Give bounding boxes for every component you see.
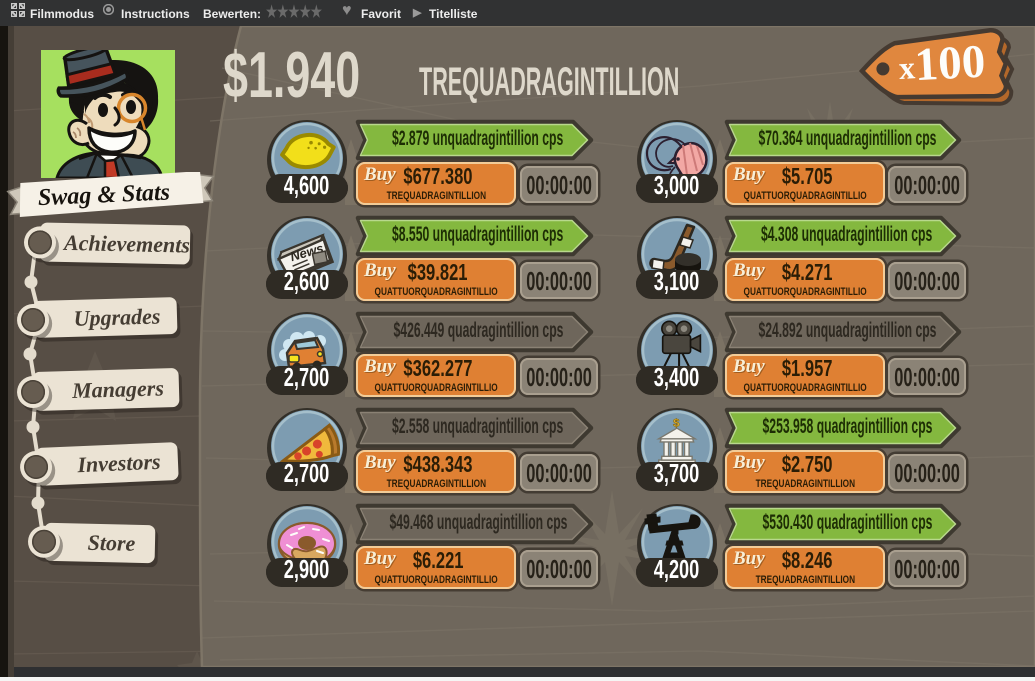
svg-text:$: $ [673, 418, 680, 430]
svg-text:Swag & Stats: Swag & Stats [37, 179, 170, 211]
svg-text:x: x [898, 49, 916, 86]
svg-text:100: 100 [913, 36, 986, 92]
